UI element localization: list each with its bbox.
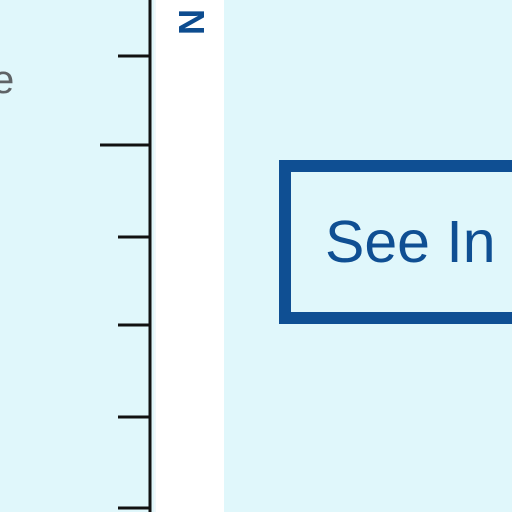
see-in-button-label: See In [325,208,496,275]
partial-side-label: e [0,58,15,102]
vertical-ruler [100,0,162,512]
see-in-button[interactable]: See In [279,160,512,324]
vertical-tab-label: N [171,9,212,35]
left-panel: e [0,0,162,512]
ruler-graphic [100,0,152,512]
vertical-tab-strip[interactable]: N [154,0,226,512]
